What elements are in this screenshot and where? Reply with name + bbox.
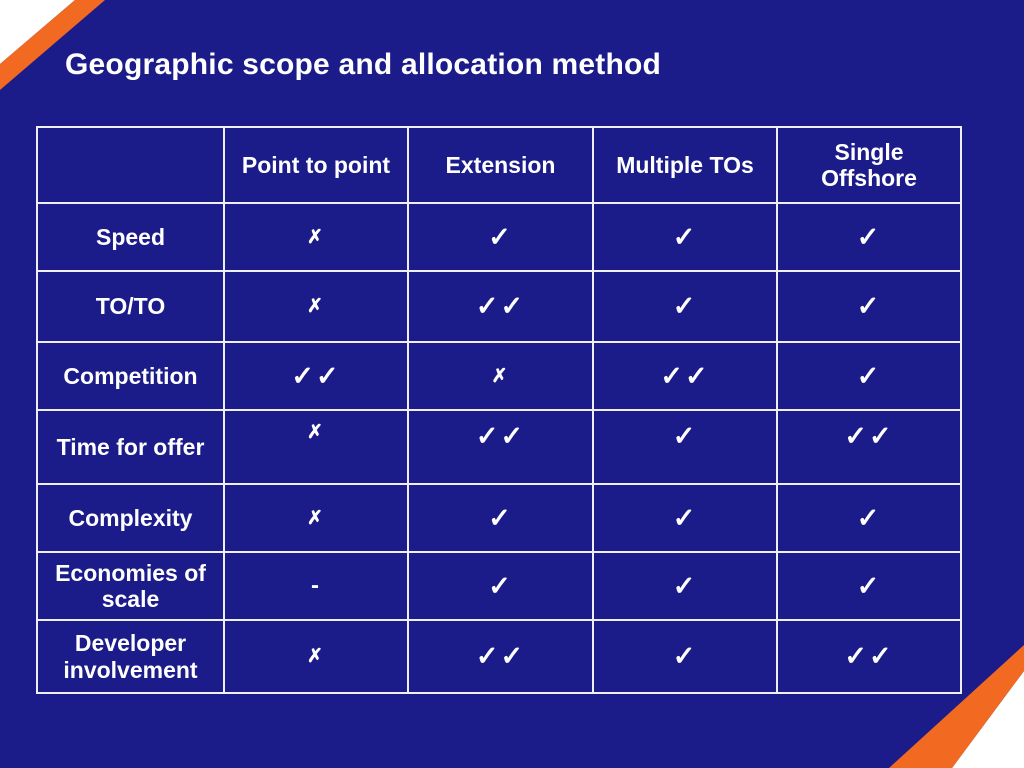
mark-cell: ✓ xyxy=(592,202,778,272)
mark-cell: ✓ xyxy=(592,551,778,621)
mark-cell: ✓ xyxy=(592,409,778,485)
check-mark: ✓ xyxy=(856,360,882,391)
mark-cell: - xyxy=(223,551,409,621)
double-check-mark: ✓✓ xyxy=(475,641,526,671)
cross-mark: ✗ xyxy=(491,365,510,387)
cross-mark: ✗ xyxy=(307,507,325,529)
check-mark: ✓ xyxy=(672,421,698,451)
table-row: TO/TO ✗ ✓✓ ✓ ✓ xyxy=(36,270,962,343)
mark-cell: ✓✓ xyxy=(407,619,594,694)
mark-cell: ✓✓ xyxy=(776,619,962,694)
cross-mark: ✗ xyxy=(307,226,325,248)
table-row: Competition ✓✓ ✗ ✓✓ ✓ xyxy=(36,341,962,411)
table-corner-cell xyxy=(36,126,225,204)
check-mark: ✓ xyxy=(488,502,513,533)
mark-cell: ✓✓ xyxy=(407,270,594,343)
check-mark: ✓ xyxy=(488,221,513,252)
mark-cell: ✗ xyxy=(223,202,409,272)
mark-cell: ✓ xyxy=(407,202,594,272)
row-label: TO/TO xyxy=(36,270,225,343)
cross-mark: ✗ xyxy=(307,646,325,667)
mark-cell: ✓ xyxy=(407,551,594,621)
mark-cell: ✗ xyxy=(223,483,409,553)
mark-cell: ✓ xyxy=(776,202,962,272)
row-label: Complexity xyxy=(36,483,225,553)
cross-mark: ✗ xyxy=(307,422,325,443)
double-check-mark: ✓✓ xyxy=(475,291,526,321)
double-check-mark: ✓✓ xyxy=(291,360,341,391)
mark-cell: ✗ xyxy=(223,619,409,694)
mark-cell: ✓ xyxy=(592,619,778,694)
row-label: Competition xyxy=(36,341,225,411)
column-header: Single Offshore xyxy=(776,126,962,204)
column-header: Multiple TOs xyxy=(592,126,778,204)
mark-cell: ✓✓ xyxy=(223,341,409,411)
mark-cell: ✗ xyxy=(223,409,409,485)
mark-cell: ✓✓ xyxy=(592,341,778,411)
dash-mark: - xyxy=(311,572,321,599)
double-check-mark: ✓✓ xyxy=(660,360,710,391)
check-mark: ✓ xyxy=(856,291,882,321)
check-mark: ✓ xyxy=(672,641,698,671)
double-check-mark: ✓✓ xyxy=(844,641,894,671)
mark-cell: ✓✓ xyxy=(407,409,594,485)
mark-cell: ✓ xyxy=(776,551,962,621)
double-check-mark: ✓✓ xyxy=(475,421,526,451)
check-mark: ✓ xyxy=(488,570,513,601)
mark-cell: ✓ xyxy=(776,270,962,343)
row-label: Time for offer xyxy=(36,409,225,485)
mark-cell: ✓✓ xyxy=(776,409,962,485)
column-header: Extension xyxy=(407,126,594,204)
check-mark: ✓ xyxy=(856,570,882,601)
mark-cell: ✓ xyxy=(776,341,962,411)
check-mark: ✓ xyxy=(856,221,882,252)
mark-cell: ✗ xyxy=(223,270,409,343)
table-row: Complexity ✗ ✓ ✓ ✓ xyxy=(36,483,962,553)
cross-mark: ✗ xyxy=(307,296,325,317)
table-body: Speed ✗ ✓ ✓ ✓ TO/TO ✗ ✓✓ ✓ ✓ Competition ✓✓ ✗ ✓✓ ✓ Time… xyxy=(36,202,962,694)
table-row: Economies of scale - ✓ ✓ ✓ xyxy=(36,551,962,621)
check-mark: ✓ xyxy=(672,221,698,252)
table-row: Developer involvement ✗ ✓✓ ✓ ✓✓ xyxy=(36,619,962,694)
slide-title: Geographic scope and allocation method xyxy=(65,48,662,81)
mark-cell: ✗ xyxy=(407,341,594,411)
check-mark: ✓ xyxy=(672,291,698,321)
check-mark: ✓ xyxy=(856,502,882,533)
mark-cell: ✓ xyxy=(407,483,594,553)
mark-cell: ✓ xyxy=(592,483,778,553)
row-label: Economies of scale xyxy=(36,551,225,621)
double-check-mark: ✓✓ xyxy=(844,421,894,451)
column-header: Point to point xyxy=(223,126,409,204)
row-label: Developer involvement xyxy=(36,619,225,694)
mark-cell: ✓ xyxy=(592,270,778,343)
check-mark: ✓ xyxy=(672,502,698,533)
table-header-row: Point to point Extension Multiple TOs Singl… xyxy=(36,126,962,204)
table-row: Speed ✗ ✓ ✓ ✓ xyxy=(36,202,962,272)
check-mark: ✓ xyxy=(672,570,698,601)
comparison-table: Point to point Extension Multiple TOs Singl… xyxy=(36,126,962,694)
table-row: Time for offer ✗ ✓✓ ✓ ✓✓ xyxy=(36,409,962,485)
mark-cell: ✓ xyxy=(776,483,962,553)
row-label: Speed xyxy=(36,202,225,272)
